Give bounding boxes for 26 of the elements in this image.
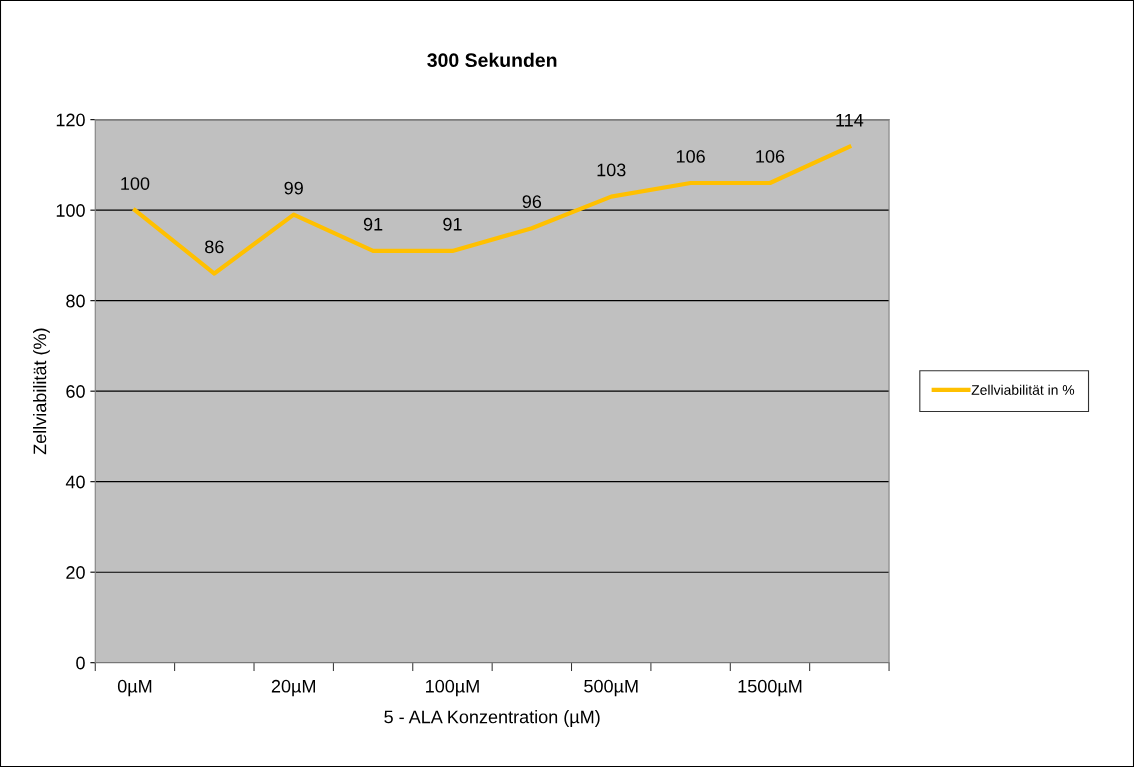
data-label: 99 (284, 181, 303, 195)
data-label: 91 (363, 217, 383, 231)
y-tick-label: 120 (56, 113, 85, 127)
y-axis-title: Zellviabilität (%) (33, 328, 50, 455)
data-label: 106 (756, 149, 785, 163)
x-axis-title: 5 - ALA Konzentration (µM) (384, 710, 600, 727)
y-tick-label: 80 (66, 294, 85, 308)
chart-title: 300 Sekunden (427, 52, 557, 68)
x-tick-label: 1500µM (738, 679, 802, 697)
y-tick-label: 40 (65, 475, 85, 489)
x-tick-label: 100µM (426, 679, 479, 697)
y-tick-label: 0 (76, 656, 85, 670)
data-label: 86 (205, 240, 224, 254)
legend-label: Zellviabilität in % (971, 384, 1075, 395)
x-tick-label: 20µM (271, 679, 315, 697)
y-tick-label: 20 (66, 566, 85, 579)
data-label: 106 (676, 149, 705, 163)
y-tick-label: 100 (56, 204, 85, 217)
data-label: 103 (597, 163, 626, 177)
x-tick-label: 500µM (584, 679, 638, 697)
data-label: 91 (443, 217, 462, 231)
data-label: 114 (836, 113, 864, 127)
y-tick-label: 60 (66, 385, 85, 398)
data-label: 96 (522, 195, 542, 209)
data-label: 100 (121, 177, 150, 190)
x-tick-label: 0µM (117, 679, 152, 697)
